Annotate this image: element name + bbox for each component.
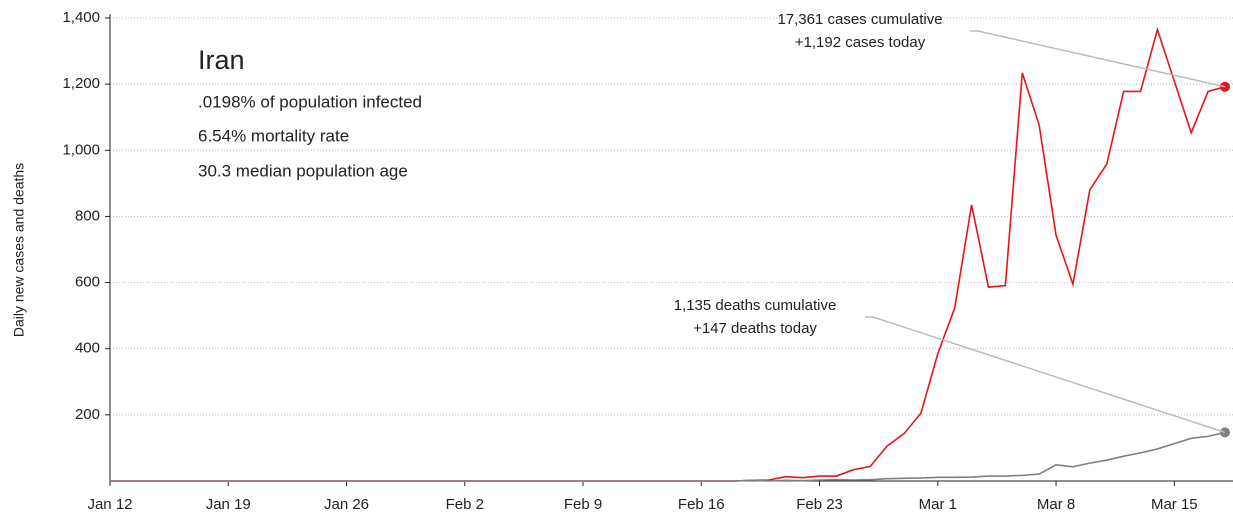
- leader-line: [865, 316, 1226, 434]
- info-line: 30.3 median population age: [198, 161, 408, 180]
- info-line: .0198% of population infected: [198, 92, 422, 111]
- info-title: Iran: [198, 45, 245, 75]
- x-tick-label: Jan 26: [324, 496, 369, 513]
- x-tick-label: Mar 8: [1037, 496, 1075, 513]
- annotation: 1,135 deaths cumulative: [674, 297, 837, 314]
- x-tick-label: Feb 9: [564, 496, 602, 513]
- x-tick-label: Mar 1: [919, 496, 957, 513]
- y-tick-label: 400: [75, 340, 100, 357]
- annotation: 17,361 cases cumulative: [777, 11, 942, 28]
- annotation: +147 deaths today: [693, 320, 817, 337]
- x-tick-label: Feb 23: [796, 496, 843, 513]
- y-tick-label: 1,400: [62, 9, 100, 26]
- x-tick-label: Mar 15: [1151, 496, 1198, 513]
- y-tick-label: 800: [75, 207, 100, 224]
- x-tick-label: Jan 19: [206, 496, 251, 513]
- y-axis-label: Daily new cases and deaths: [11, 163, 27, 337]
- annotation: +1,192 cases today: [795, 34, 926, 51]
- info-line: 6.54% mortality rate: [198, 126, 349, 145]
- series-line: [110, 431, 1226, 482]
- x-tick-label: Feb 16: [678, 496, 725, 513]
- y-tick-label: 1,000: [62, 141, 100, 158]
- y-tick-label: 200: [75, 406, 100, 423]
- y-tick-label: 1,200: [62, 75, 100, 92]
- x-tick-label: Jan 12: [87, 496, 132, 513]
- leader-line: [970, 30, 1226, 88]
- x-tick-label: Feb 2: [446, 496, 484, 513]
- y-tick-label: 600: [75, 274, 100, 291]
